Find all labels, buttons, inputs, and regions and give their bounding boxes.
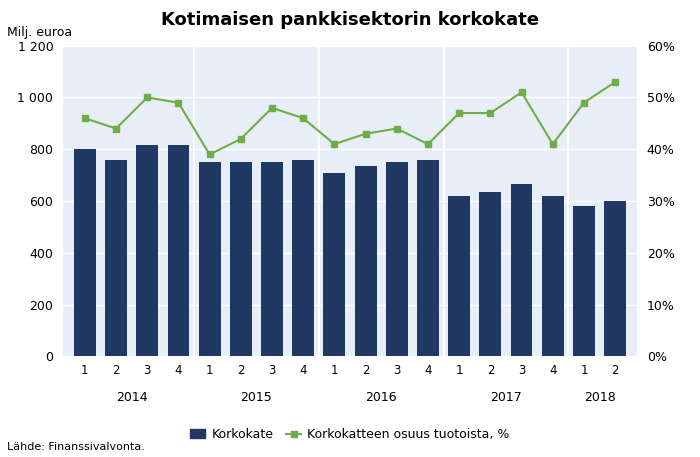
Text: 2014: 2014 xyxy=(116,391,148,404)
Bar xyxy=(386,162,407,356)
Text: Lähde: Finanssivalvonta.: Lähde: Finanssivalvonta. xyxy=(7,442,145,452)
Bar xyxy=(261,162,283,356)
Bar xyxy=(355,166,377,356)
Text: 2016: 2016 xyxy=(365,391,397,404)
Bar xyxy=(604,201,626,356)
Bar xyxy=(230,162,252,356)
Bar xyxy=(167,145,189,356)
Bar xyxy=(323,173,345,356)
Text: 2017: 2017 xyxy=(490,391,522,404)
Bar xyxy=(480,192,501,356)
Text: 2018: 2018 xyxy=(584,391,615,404)
Bar xyxy=(542,196,564,356)
Text: 2015: 2015 xyxy=(241,391,272,404)
Legend: Korkokate, Korkokatteen osuus tuotoista, %: Korkokate, Korkokatteen osuus tuotoista,… xyxy=(186,423,514,446)
Bar xyxy=(74,149,96,356)
Bar xyxy=(417,159,439,356)
Text: Milj. euroa: Milj. euroa xyxy=(7,26,72,39)
Bar xyxy=(511,184,533,356)
Bar xyxy=(293,159,314,356)
Bar xyxy=(105,159,127,356)
Bar xyxy=(199,162,220,356)
Bar xyxy=(136,145,158,356)
Bar xyxy=(573,206,595,356)
Bar xyxy=(448,196,470,356)
Text: Kotimaisen pankkisektorin korkokate: Kotimaisen pankkisektorin korkokate xyxy=(161,11,539,29)
